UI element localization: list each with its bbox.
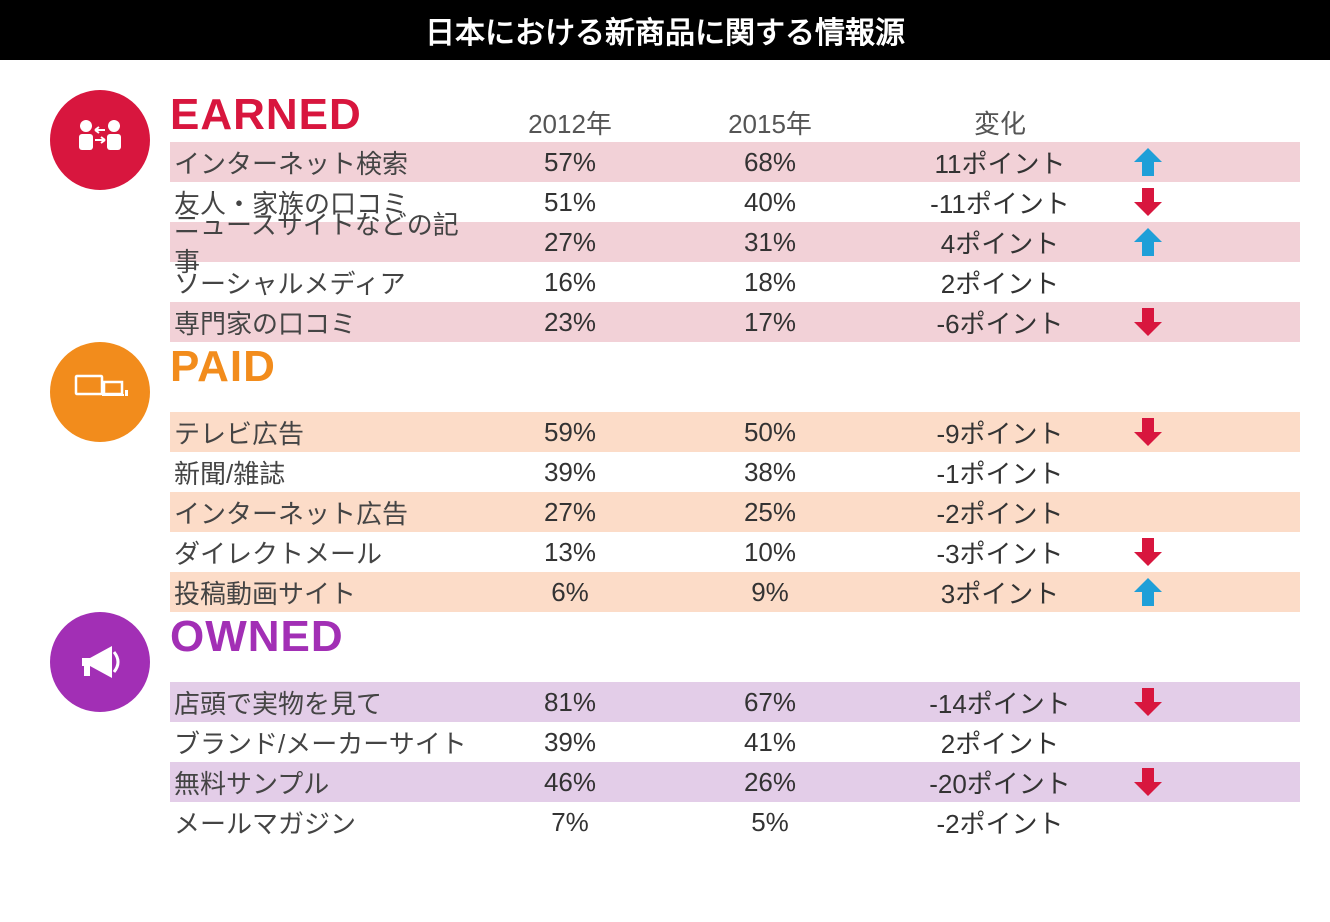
value-2015: 40%	[670, 187, 870, 218]
arrow-down-icon	[1130, 414, 1166, 450]
section-heading-owned: OWNED	[170, 612, 1300, 662]
value-2015: 68%	[670, 147, 870, 178]
value-2012: 51%	[470, 187, 670, 218]
page-title: 日本における新商品に関する情報源	[0, 0, 1330, 60]
header-2015: 2015年	[670, 104, 870, 141]
row-label: 新聞/雑誌	[170, 454, 470, 491]
data-row: 店頭で実物を見て81%67%-14ポイント	[170, 682, 1300, 722]
row-label: 店頭で実物を見て	[170, 684, 470, 721]
value-2012: 46%	[470, 767, 670, 798]
section-earned: EARNED2012年2015年変化インターネット検索57%68%11ポイント友…	[50, 90, 1300, 342]
row-label: 専門家の口コミ	[170, 304, 470, 341]
value-2015: 25%	[670, 497, 870, 528]
value-change: 4ポイント	[870, 224, 1130, 261]
value-change: -1ポイント	[870, 454, 1130, 491]
value-2012: 39%	[470, 727, 670, 758]
value-2015: 67%	[670, 687, 870, 718]
data-row: ニュースサイトなどの記事27%31%4ポイント	[170, 222, 1300, 262]
row-label: ダイレクトメール	[170, 534, 470, 571]
data-row: 無料サンプル46%26%-20ポイント	[170, 762, 1300, 802]
row-label: ソーシャルメディア	[170, 264, 470, 301]
arrow-up-icon	[1130, 574, 1166, 610]
value-change: 2ポイント	[870, 264, 1130, 301]
value-change: 3ポイント	[870, 574, 1130, 611]
value-2015: 18%	[670, 267, 870, 298]
value-change: 11ポイント	[870, 144, 1130, 181]
arrow-down-icon	[1130, 184, 1166, 220]
value-2012: 7%	[470, 807, 670, 838]
value-change: -20ポイント	[870, 764, 1130, 801]
value-2015: 31%	[670, 227, 870, 258]
value-2012: 57%	[470, 147, 670, 178]
value-change: -3ポイント	[870, 534, 1130, 571]
paid-icon	[50, 342, 150, 442]
value-2015: 50%	[670, 417, 870, 448]
data-row: 投稿動画サイト6%9%3ポイント	[170, 572, 1300, 612]
data-row: インターネット広告27%25%-2ポイント	[170, 492, 1300, 532]
value-change: -14ポイント	[870, 684, 1130, 721]
data-row: 新聞/雑誌39%38%-1ポイント	[170, 452, 1300, 492]
value-change: -9ポイント	[870, 414, 1130, 451]
row-label: インターネット検索	[170, 144, 470, 181]
content: EARNED2012年2015年変化インターネット検索57%68%11ポイント友…	[0, 60, 1330, 872]
value-2012: 59%	[470, 417, 670, 448]
value-change: -6ポイント	[870, 304, 1130, 341]
value-2015: 26%	[670, 767, 870, 798]
data-row: ソーシャルメディア16%18%2ポイント	[170, 262, 1300, 302]
value-2015: 17%	[670, 307, 870, 338]
section-paid: PAIDテレビ広告59%50%-9ポイント新聞/雑誌39%38%-1ポイントイン…	[50, 342, 1300, 612]
data-row: 専門家の口コミ23%17%-6ポイント	[170, 302, 1300, 342]
row-label: ブランド/メーカーサイト	[170, 724, 470, 761]
value-2012: 27%	[470, 497, 670, 528]
value-2015: 5%	[670, 807, 870, 838]
row-label: 無料サンプル	[170, 764, 470, 801]
value-2012: 23%	[470, 307, 670, 338]
data-row: テレビ広告59%50%-9ポイント	[170, 412, 1300, 452]
arrow-up-icon	[1130, 224, 1166, 260]
arrow-up-icon	[1130, 144, 1166, 180]
owned-icon	[50, 612, 150, 712]
header-2012: 2012年	[470, 104, 670, 141]
arrow-down-icon	[1130, 534, 1166, 570]
data-row: メールマガジン7%5%-2ポイント	[170, 802, 1300, 842]
data-row: ダイレクトメール13%10%-3ポイント	[170, 532, 1300, 572]
arrow-down-icon	[1130, 304, 1166, 340]
value-change: -2ポイント	[870, 804, 1130, 841]
value-2012: 39%	[470, 457, 670, 488]
value-2012: 6%	[470, 577, 670, 608]
row-label: 投稿動画サイト	[170, 574, 470, 611]
value-change: 2ポイント	[870, 724, 1130, 761]
value-2015: 9%	[670, 577, 870, 608]
arrow-down-icon	[1130, 764, 1166, 800]
row-label: メールマガジン	[170, 804, 470, 841]
value-2012: 16%	[470, 267, 670, 298]
earned-icon	[50, 90, 150, 190]
value-2015: 38%	[670, 457, 870, 488]
section-owned: OWNED店頭で実物を見て81%67%-14ポイントブランド/メーカーサイト39…	[50, 612, 1300, 842]
data-row: ブランド/メーカーサイト39%41%2ポイント	[170, 722, 1300, 762]
value-2012: 27%	[470, 227, 670, 258]
data-row: インターネット検索57%68%11ポイント	[170, 142, 1300, 182]
value-2012: 81%	[470, 687, 670, 718]
section-heading-paid: PAID	[170, 342, 1300, 392]
value-2012: 13%	[470, 537, 670, 568]
value-2015: 41%	[670, 727, 870, 758]
header-change: 変化	[870, 104, 1130, 141]
value-change: -2ポイント	[870, 494, 1130, 531]
value-2015: 10%	[670, 537, 870, 568]
value-change: -11ポイント	[870, 184, 1130, 221]
row-label: テレビ広告	[170, 414, 470, 451]
row-label: インターネット広告	[170, 494, 470, 531]
arrow-down-icon	[1130, 684, 1166, 720]
